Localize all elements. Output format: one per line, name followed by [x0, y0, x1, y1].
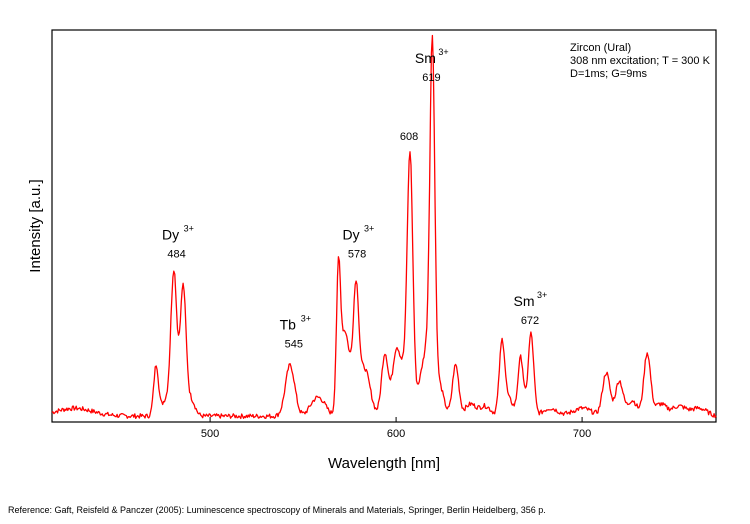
peak-ion-charge: 3+	[184, 223, 194, 233]
x-tick-label: 700	[573, 428, 591, 440]
peak-ion-label: Sm	[514, 293, 535, 309]
info-box-line: 308 nm excitation; T = 300 K	[570, 55, 711, 67]
peak-ion-charge: 3+	[438, 47, 448, 57]
peak-wavelength-label: 608	[400, 131, 418, 143]
peak-ion-charge: 3+	[301, 314, 311, 324]
x-tick-label: 600	[387, 428, 405, 440]
y-axis-label: Intensity [a.u.]	[27, 179, 44, 272]
plot-frame	[51, 29, 717, 423]
peak-ion-label: Dy	[162, 226, 179, 242]
peak-ion-charge: 3+	[364, 223, 374, 233]
peak-wavelength-label: 672	[521, 315, 539, 327]
peak-wavelength-label: 578	[348, 248, 366, 260]
peak-ion-charge: 3+	[537, 290, 547, 300]
peak-ion-label: Tb	[280, 317, 297, 333]
reference-caption: Reference: Gaft, Reisfeld & Panczer (200…	[8, 505, 546, 515]
peak-ion-label: Dy	[342, 226, 359, 242]
peak-wavelength-label: 545	[285, 339, 303, 351]
info-box: Zircon (Ural)308 nm excitation; T = 300 …	[570, 42, 711, 80]
info-box-line: Zircon (Ural)	[570, 42, 631, 54]
info-box-line: D=1ms; G=9ms	[570, 68, 648, 80]
x-axis-label: Wavelength [nm]	[328, 455, 440, 472]
x-axis-ticks: 500 600 700	[201, 417, 591, 440]
peak-wavelength-label: 484	[167, 248, 185, 260]
spectrum-series-line	[51, 34, 717, 420]
peak-wavelength-label: 619	[422, 72, 440, 84]
peak-ion-label: Sm	[415, 50, 436, 66]
x-tick-label: 500	[201, 428, 219, 440]
